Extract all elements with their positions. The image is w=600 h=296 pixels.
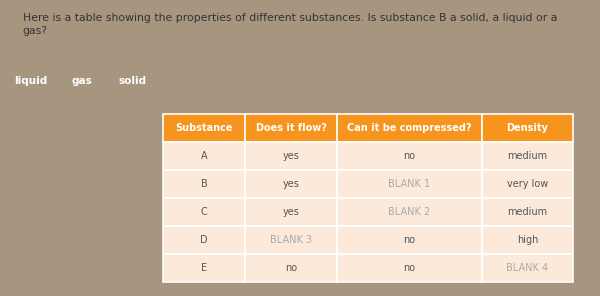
Text: Density: Density <box>506 123 548 133</box>
Bar <box>245 198 337 226</box>
Bar <box>337 226 482 254</box>
Text: no: no <box>285 263 297 273</box>
Bar <box>245 226 337 254</box>
Bar <box>482 114 573 142</box>
Text: high: high <box>517 235 538 245</box>
Text: no: no <box>403 235 416 245</box>
Text: Does it flow?: Does it flow? <box>256 123 326 133</box>
Bar <box>163 114 245 142</box>
Text: C: C <box>200 207 208 217</box>
Bar <box>337 198 482 226</box>
Bar <box>482 254 573 282</box>
Text: solid: solid <box>119 76 147 86</box>
Bar <box>337 142 482 170</box>
Text: Substance: Substance <box>175 123 233 133</box>
Bar <box>482 198 573 226</box>
Text: D: D <box>200 235 208 245</box>
Text: very low: very low <box>507 179 548 189</box>
Text: BLANK 1: BLANK 1 <box>388 179 431 189</box>
Text: Here is a table showing the properties of different substances. Is substance B a: Here is a table showing the properties o… <box>23 13 557 36</box>
Bar <box>337 170 482 198</box>
Bar <box>482 226 573 254</box>
Text: medium: medium <box>508 207 548 217</box>
Bar <box>245 254 337 282</box>
Bar <box>245 142 337 170</box>
Text: no: no <box>403 151 416 161</box>
Text: yes: yes <box>283 151 299 161</box>
Bar <box>163 170 245 198</box>
Bar <box>337 254 482 282</box>
Text: BLANK 4: BLANK 4 <box>506 263 548 273</box>
Text: E: E <box>201 263 207 273</box>
Bar <box>163 254 245 282</box>
Text: liquid: liquid <box>14 76 47 86</box>
Text: BLANK 3: BLANK 3 <box>270 235 312 245</box>
Bar <box>337 114 482 142</box>
Text: Can it be compressed?: Can it be compressed? <box>347 123 472 133</box>
Bar <box>482 170 573 198</box>
Text: B: B <box>200 179 208 189</box>
Text: gas: gas <box>71 76 92 86</box>
Text: no: no <box>403 263 416 273</box>
Text: yes: yes <box>283 179 299 189</box>
Bar <box>245 170 337 198</box>
Text: A: A <box>200 151 208 161</box>
Bar <box>163 142 245 170</box>
Bar <box>245 114 337 142</box>
Bar <box>163 226 245 254</box>
Bar <box>482 142 573 170</box>
Text: BLANK 2: BLANK 2 <box>388 207 431 217</box>
Text: medium: medium <box>508 151 548 161</box>
Bar <box>163 198 245 226</box>
Text: yes: yes <box>283 207 299 217</box>
